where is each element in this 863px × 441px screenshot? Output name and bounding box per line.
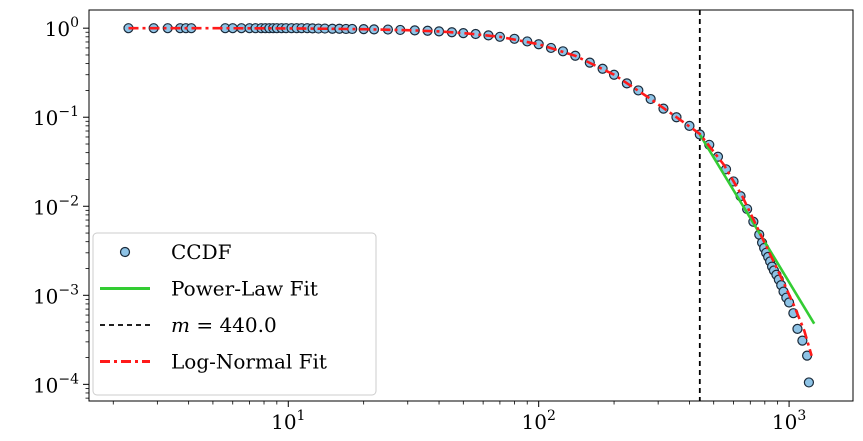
y-tick-label: 10−1 [33,104,79,130]
legend: CCDF Power-Law Fit m = 440.0 Log-Normal Fit [92,232,377,396]
legend-label: CCDF [171,240,232,264]
ccdf-point [803,377,815,388]
legend-label: m = 440.0 [171,313,277,337]
x-tick-label: 101 [271,408,305,434]
log-normal-fit-line [128,26,813,357]
y-tick-label: 10−2 [33,193,79,219]
legend-box [92,232,377,396]
legend-item: CCDF [119,240,232,264]
ccdf-point [597,63,608,74]
y-tick-label: 100 [45,15,79,41]
ccdf-point [792,323,803,334]
legend-label: Log-Normal Fit [171,350,327,374]
legend-marker [119,246,131,258]
plot-frame [88,9,854,402]
y-tick-label: 10−4 [33,371,79,397]
legend-item: m = 440.0 [100,313,277,337]
ccdf-point [797,335,808,346]
legend-label: Power-Law Fit [171,277,318,301]
x-tick-label: 103 [772,408,806,434]
legend-item: Log-Normal Fit [100,350,327,374]
x-tick-label: 102 [521,408,555,434]
y-tick-label: 10−3 [33,282,79,308]
ccdf-point [783,297,795,308]
legend-item: Power-Law Fit [100,277,318,301]
